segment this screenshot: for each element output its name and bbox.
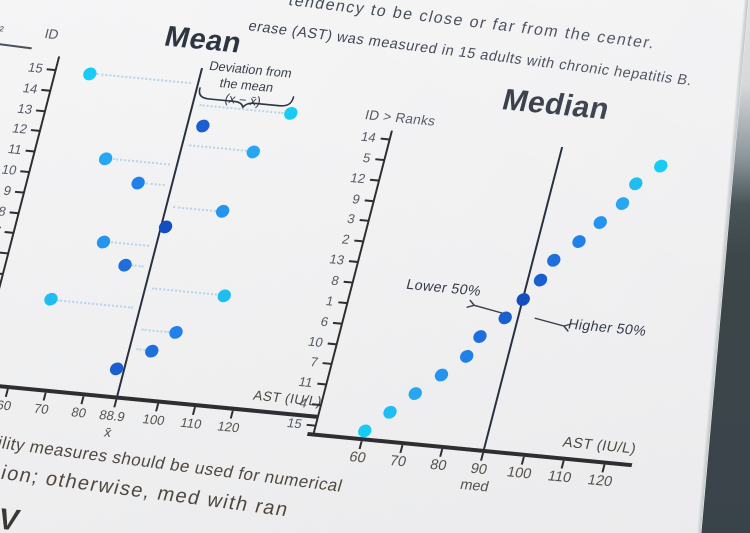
y-axis-tick-label: 15 [285, 415, 304, 432]
data-point-rank-12 [433, 368, 449, 382]
y-axis-tick [343, 281, 352, 284]
y-axis-tick [338, 301, 347, 304]
y-axis-tick-label: 13 [327, 251, 347, 268]
y-axis-tick-label: 12 [348, 169, 368, 186]
y-axis-tick [380, 138, 389, 141]
y-axis-tick [349, 260, 358, 263]
y-axis-tick [354, 240, 363, 243]
y-axis-tick-label: 9 [350, 190, 362, 207]
y-axis-tick [328, 342, 337, 345]
y-axis-tick-label: 14 [359, 128, 378, 145]
y-axis-tick [370, 179, 379, 182]
x-axis-tick [480, 452, 484, 460]
data-point-rank-6 [546, 253, 562, 267]
y-axis-label: ID > Ranks [363, 107, 438, 129]
y-axis-tick-label: 8 [329, 272, 341, 289]
lower-50-label: Lower 50% [404, 276, 483, 300]
data-point-rank-1 [653, 159, 669, 173]
x-axis-tick [601, 464, 605, 472]
y-axis-tick [375, 158, 384, 161]
y-axis-tick-label: 3 [345, 211, 357, 227]
data-point-rank-7 [532, 273, 548, 287]
chart-title: Median [498, 83, 614, 127]
y-axis-tick [306, 424, 315, 427]
y-axis-tick [359, 219, 368, 222]
lower-50-arrow [466, 298, 511, 319]
y-axis-tick [322, 363, 331, 366]
x-axis-tick [440, 448, 444, 456]
x-axis-tick [561, 460, 565, 468]
data-point-rank-3 [614, 197, 630, 211]
y-axis-tick-label: 5 [361, 150, 373, 166]
y-axis-tick-label: 1 [324, 293, 336, 309]
data-point-rank-10 [472, 330, 488, 344]
median-symbol-label: med [458, 476, 491, 496]
data-point-rank-9 [497, 311, 513, 325]
data-point-rank-2 [627, 177, 643, 191]
data-point-rank-5 [571, 235, 587, 249]
curly-brace [195, 86, 295, 113]
y-axis-tick [333, 322, 342, 325]
x-axis-tick [399, 444, 403, 452]
data-point-rank-4 [592, 216, 608, 230]
y-axis-tick-label: 10 [306, 333, 325, 350]
data-point-rank-14 [382, 405, 398, 419]
y-axis-tick-label: 2 [340, 231, 352, 248]
y-axis-tick-label: 7 [308, 354, 320, 370]
data-point-rank-15 [356, 423, 372, 437]
higher-50-label: Higher 50% [566, 316, 649, 340]
y-axis-tick [312, 403, 321, 406]
x-axis-tick [521, 456, 525, 464]
data-point-rank-8 [515, 292, 531, 306]
y-axis-tick [317, 383, 326, 386]
data-point-rank-13 [407, 386, 423, 400]
y-axis-tick [365, 199, 374, 202]
higher-50-arrow [527, 311, 573, 332]
y-axis-tick-label: 4 [298, 395, 310, 411]
x-axis-tick [359, 441, 363, 449]
y-axis-tick-label: 6 [319, 313, 331, 330]
x-axis-tick-label: 120 [585, 472, 615, 491]
data-point-rank-11 [458, 349, 474, 363]
y-axis-tick-label: 11 [297, 374, 315, 391]
